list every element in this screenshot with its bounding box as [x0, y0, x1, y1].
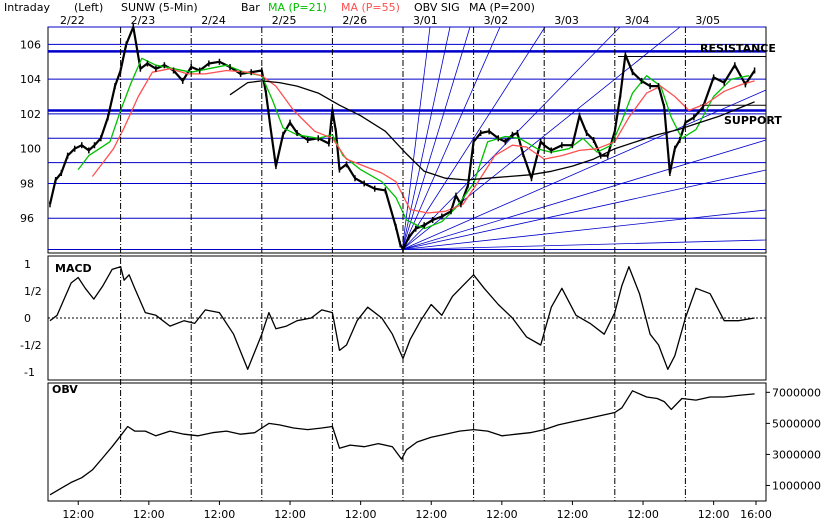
- price-y-tick-label: 106: [20, 38, 41, 51]
- fan-line: [401, 26, 471, 250]
- time-tick-label: 12:00: [345, 508, 377, 521]
- resistance-label: RESISTANCE: [700, 42, 776, 55]
- time-tick-label: 12:00: [557, 508, 589, 521]
- time-tick-label: 12:00: [486, 508, 518, 521]
- macd-y-tick-label: -1/2: [20, 339, 42, 352]
- date-label: 3/03: [554, 14, 579, 27]
- price-grid: [48, 26, 766, 251]
- time-tick-label: 12:00: [204, 508, 236, 521]
- header-mode: Intraday: [4, 1, 51, 14]
- obv-title: OBV: [52, 383, 78, 396]
- fan-line: [401, 26, 431, 250]
- macd-series: [48, 266, 766, 370]
- time-tick-label: 12:00: [698, 508, 730, 521]
- obv-panel: OBV 7000000 5000000 3000000 1000000: [47, 382, 821, 502]
- obv-panel-frame: [47, 382, 767, 502]
- date-label: 3/01: [413, 14, 438, 27]
- date-label: 3/04: [625, 14, 650, 27]
- price-y-tick-label: 104: [20, 73, 41, 86]
- price-y-tick-label: 100: [20, 143, 41, 156]
- time-tick-label: 16:00: [740, 508, 772, 521]
- price-panel-frame: [47, 26, 767, 254]
- price-panel: 106 104 102 100 98 96 RESISTANCE SUPPORT: [20, 24, 782, 254]
- header-ma55-label: MA (P=55): [341, 1, 400, 14]
- time-labels: 12:00 12:00 12:00 12:00 12:00 12:00 12:00 12:00…: [62, 501, 772, 521]
- header-symbol: SUNW (5-Min): [121, 1, 198, 14]
- fan-line: [402, 239, 767, 250]
- price-y-tick-label: 102: [20, 108, 41, 121]
- macd-y-ticks: 1 1/2 0 -1/2 -1: [20, 258, 42, 379]
- date-label: 2/22: [60, 14, 85, 27]
- date-label: 2/24: [201, 14, 226, 27]
- date-label: 3/02: [484, 14, 509, 27]
- obv-y-ticks: 7000000 5000000 3000000 1000000: [766, 386, 821, 492]
- ma21-line: [77, 57, 750, 230]
- macd-y-tick-label: -1: [24, 366, 35, 379]
- date-label: 2/25: [272, 14, 297, 27]
- header-axis-side: (Left): [74, 1, 103, 14]
- macd-y-tick-label: 1: [24, 258, 31, 271]
- date-label: 2/26: [342, 14, 367, 27]
- price-y-tick-label: 98: [20, 177, 34, 190]
- fan-line: [401, 26, 501, 250]
- date-label: 2/23: [131, 14, 156, 27]
- time-tick-label: 12:00: [627, 508, 659, 521]
- header-ma200-label: MA (P=200): [469, 1, 535, 14]
- ma55-line: [91, 68, 755, 214]
- support-label: SUPPORT: [724, 114, 782, 127]
- macd-y-tick-label: 1/2: [24, 285, 42, 298]
- time-tick-label: 12:00: [274, 508, 306, 521]
- macd-panel: MACD 1 1/2 0 -1/2 -1: [20, 255, 767, 381]
- price-y-tick-label: 96: [20, 212, 34, 225]
- obv-y-tick-label: 1000000: [772, 479, 821, 492]
- date-labels: 2/22 2/23 2/24 2/25 2/26 3/01 3/02 3/03 3/04 3/05: [60, 14, 720, 27]
- price-y-ticks: 106 104 102 100 98 96: [20, 38, 41, 225]
- obv-series: [49, 390, 755, 496]
- obv-y-tick-label: 5000000: [772, 417, 821, 430]
- obv-y-tick-label: 7000000: [772, 386, 821, 399]
- fan-line: [402, 139, 767, 250]
- header-ma21-label: MA (P=21): [268, 1, 327, 14]
- header-style: Bar: [241, 1, 260, 14]
- obv-line: [49, 390, 755, 496]
- ma200-line: [229, 80, 755, 181]
- time-tick-label: 12:00: [415, 508, 447, 521]
- date-label: 3/05: [695, 14, 720, 27]
- fan-line: [402, 169, 767, 250]
- fan-line: [402, 89, 767, 250]
- time-tick-label: 12:00: [133, 508, 165, 521]
- obv-y-tick-label: 3000000: [772, 448, 821, 461]
- header-obv-sig-label: OBV SIG: [414, 1, 460, 14]
- fan-line: [401, 26, 451, 250]
- macd-title: MACD: [55, 262, 92, 275]
- macd-panel-frame: [47, 255, 767, 381]
- macd-y-tick-label: 0: [24, 312, 31, 325]
- fan-line: [402, 209, 767, 250]
- day-separators: [120, 27, 686, 501]
- time-tick-label: 12:00: [62, 508, 94, 521]
- macd-line: [49, 266, 755, 370]
